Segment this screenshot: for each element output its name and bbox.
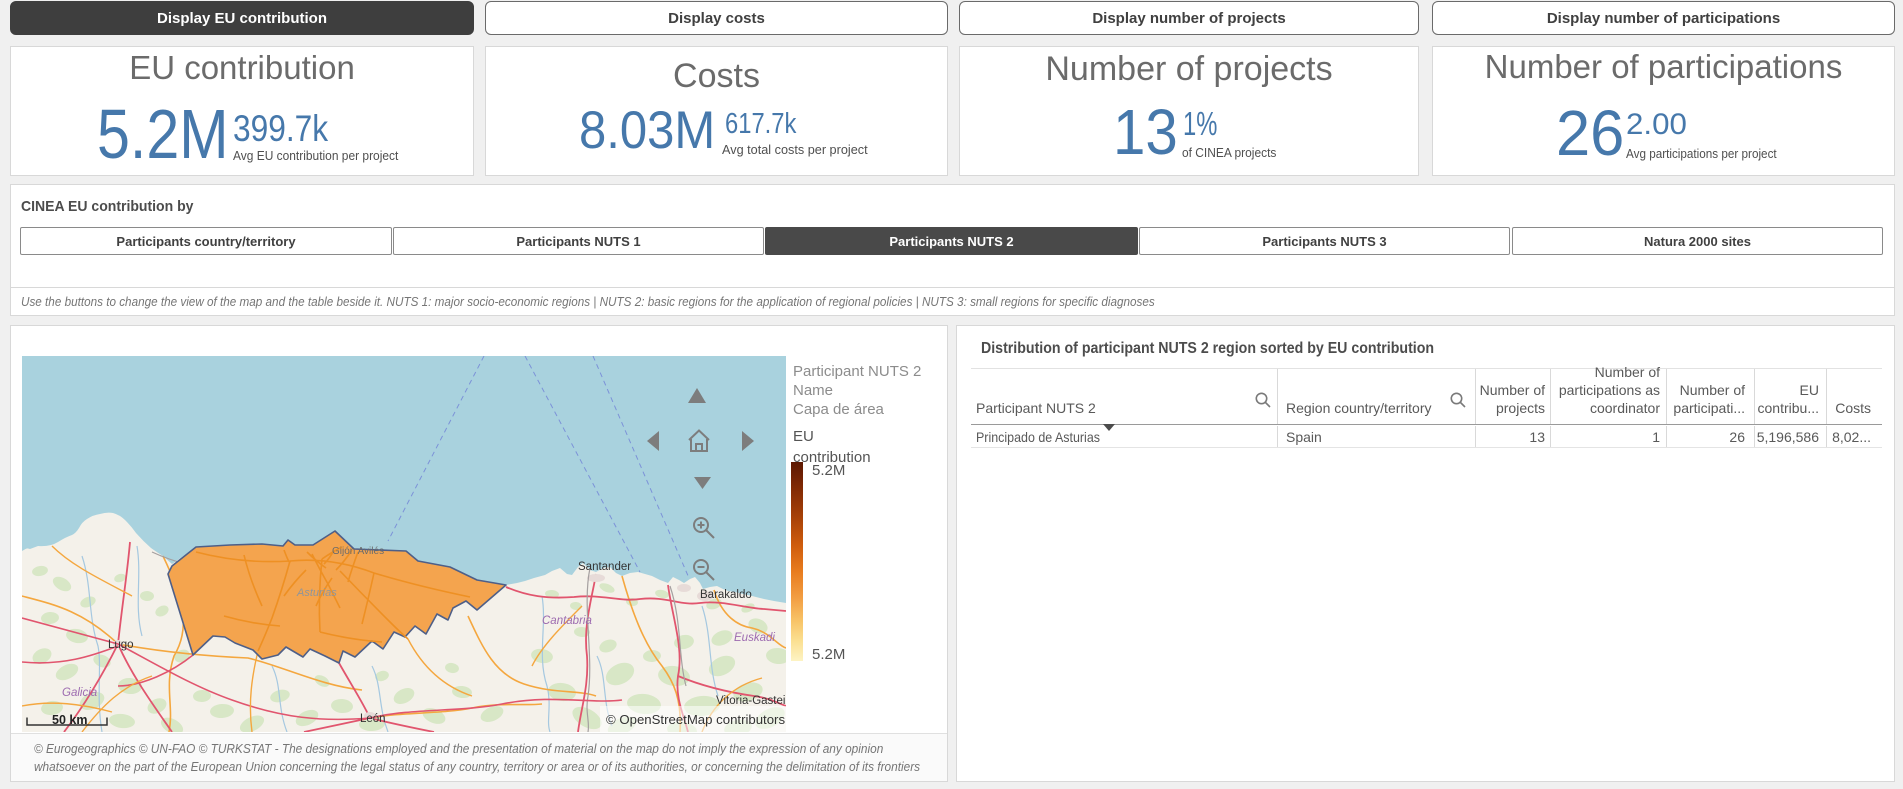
svg-text:Lugo: Lugo [108,639,134,651]
svg-text:Asturias: Asturias [296,587,337,599]
svg-text:Gijón Avilés: Gijón Avilés [332,546,384,557]
svg-text:Cantabria: Cantabria [542,615,592,627]
svg-text:Santander: Santander [578,561,631,573]
svg-text:Galicia: Galicia [62,687,97,699]
svg-text:León: León [360,713,386,725]
svg-text:50 km: 50 km [52,713,87,727]
svg-text:Vitoria-Gasteiz: Vitoria-Gasteiz [716,695,786,707]
svg-text:Euskadi: Euskadi [734,632,775,644]
svg-text:© OpenStreetMap contributors: © OpenStreetMap contributors [606,712,785,727]
svg-text:Barakaldo: Barakaldo [700,589,752,601]
